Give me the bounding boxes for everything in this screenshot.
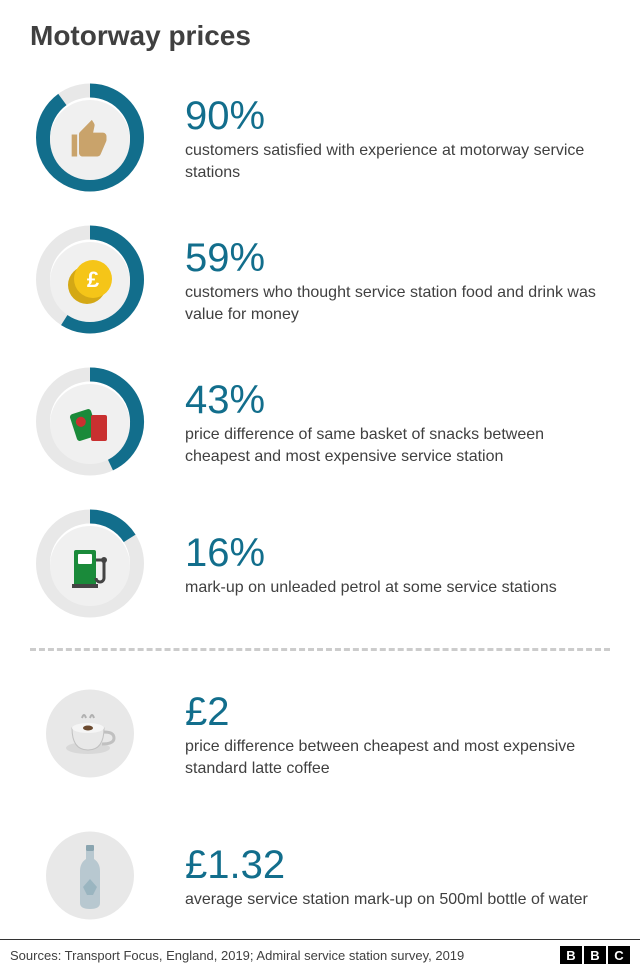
stat-value: 16% <box>185 533 610 573</box>
bbc-letter: B <box>560 946 582 964</box>
stat-value: £1.32 <box>185 845 610 885</box>
stat-value: £2 <box>185 692 610 732</box>
stat-text: £2price difference between cheapest and … <box>185 692 610 779</box>
stat-row: £ 59%customers who thought service stati… <box>30 222 610 342</box>
stat-text: 90%customers satisfied with experience a… <box>185 96 610 183</box>
stat-row: £1.32 average service station mark-up on … <box>30 818 610 938</box>
svg-text:£: £ <box>87 267 100 292</box>
footer: Sources: Transport Focus, England, 2019;… <box>0 939 640 970</box>
bottle-icon <box>30 818 150 938</box>
stat-row: £2price difference between cheapest and … <box>30 676 610 796</box>
stat-row: 43%price difference of same basket of sn… <box>30 364 610 484</box>
stat-text: 43%price difference of same basket of sn… <box>185 380 610 467</box>
pound-icon: £ <box>30 222 150 342</box>
stat-row: 90%customers satisfied with experience a… <box>30 80 610 200</box>
stat-desc: customers who thought service station fo… <box>185 282 610 325</box>
stat-text: £1.32 average service station mark-up on … <box>185 845 610 911</box>
bbc-letter: B <box>584 946 606 964</box>
stat-desc: mark-up on unleaded petrol at some servi… <box>185 577 610 599</box>
prices-list: £2price difference between cheapest and … <box>30 676 610 938</box>
bbc-letter: C <box>608 946 630 964</box>
stat-row: 16% mark-up on unleaded petrol at some se… <box>30 506 610 626</box>
snacks-icon <box>30 364 150 484</box>
stat-desc: customers satisfied with experience at m… <box>185 140 610 183</box>
thumb-icon <box>30 80 150 200</box>
stat-text: 59%customers who thought service station… <box>185 238 610 325</box>
coffee-icon <box>30 676 150 796</box>
stat-value: 90% <box>185 96 610 136</box>
divider <box>30 648 610 651</box>
bbc-logo: B B C <box>560 946 630 964</box>
stats-list: 90%customers satisfied with experience a… <box>30 80 610 626</box>
page-title: Motorway prices <box>30 20 610 52</box>
stat-value: 59% <box>185 238 610 278</box>
stat-desc: average service station mark-up on 500ml… <box>185 889 610 911</box>
sources-text: Sources: Transport Focus, England, 2019;… <box>10 948 464 963</box>
stat-text: 16% mark-up on unleaded petrol at some se… <box>185 533 610 599</box>
pump-icon <box>30 506 150 626</box>
stat-desc: price difference of same basket of snack… <box>185 424 610 467</box>
stat-desc: price difference between cheapest and mo… <box>185 736 610 779</box>
stat-value: 43% <box>185 380 610 420</box>
